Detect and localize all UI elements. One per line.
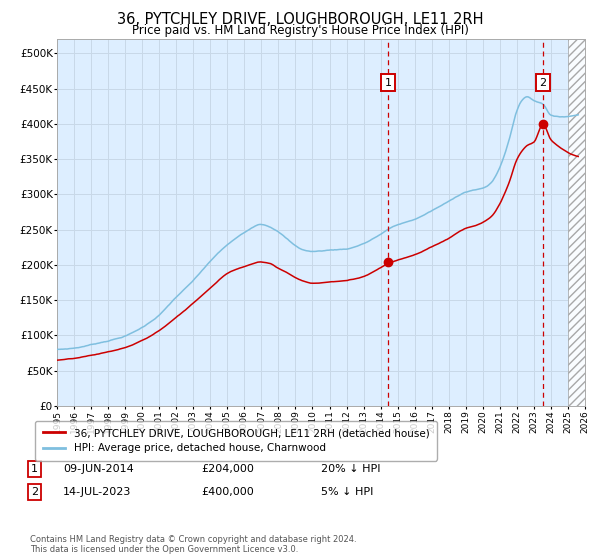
Text: £204,000: £204,000 bbox=[201, 464, 254, 474]
Text: Contains HM Land Registry data © Crown copyright and database right 2024.
This d: Contains HM Land Registry data © Crown c… bbox=[30, 535, 356, 554]
Text: 1: 1 bbox=[31, 464, 38, 474]
Legend: 36, PYTCHLEY DRIVE, LOUGHBOROUGH, LE11 2RH (detached house), HPI: Average price,: 36, PYTCHLEY DRIVE, LOUGHBOROUGH, LE11 2… bbox=[35, 421, 437, 460]
Text: 36, PYTCHLEY DRIVE, LOUGHBOROUGH, LE11 2RH: 36, PYTCHLEY DRIVE, LOUGHBOROUGH, LE11 2… bbox=[117, 12, 483, 27]
Text: 1: 1 bbox=[385, 78, 392, 88]
Text: £400,000: £400,000 bbox=[201, 487, 254, 497]
Text: 09-JUN-2014: 09-JUN-2014 bbox=[63, 464, 134, 474]
Bar bbox=[568, 39, 585, 406]
Text: 5% ↓ HPI: 5% ↓ HPI bbox=[321, 487, 373, 497]
Text: 2: 2 bbox=[539, 78, 547, 88]
Text: 2: 2 bbox=[31, 487, 38, 497]
Text: Price paid vs. HM Land Registry's House Price Index (HPI): Price paid vs. HM Land Registry's House … bbox=[131, 24, 469, 36]
Text: 14-JUL-2023: 14-JUL-2023 bbox=[63, 487, 131, 497]
Text: 20% ↓ HPI: 20% ↓ HPI bbox=[321, 464, 380, 474]
